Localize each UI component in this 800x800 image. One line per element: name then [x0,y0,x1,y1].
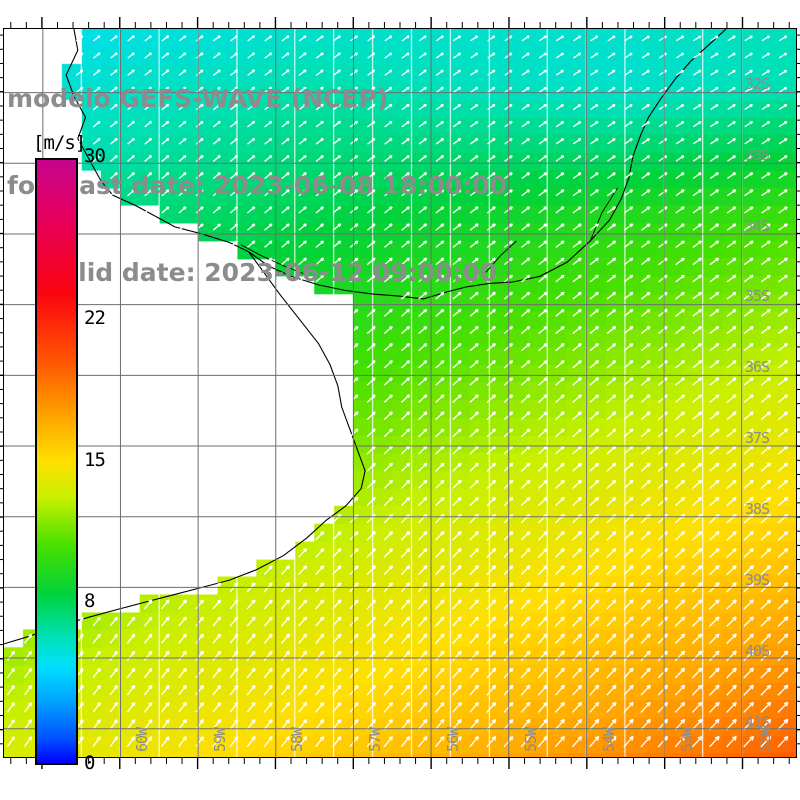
lat-label-38s: 38S [745,500,770,519]
colorbar-units-label: [m/s] [33,132,86,154]
lat-label-35s: 35S [745,287,770,306]
colorbar-tick-30: 30 [84,145,106,167]
colorbar-tick-22: 22 [84,306,106,329]
lat-label-36s: 36S [745,358,770,377]
lon-label-57w: 57W [366,727,385,752]
lat-label-37s: 37S [745,429,770,448]
colorbar: [m/s] 30 22 15 8 0 [0,0,200,800]
lon-label-59w: 59W [210,727,229,752]
lon-label-52w: 52W [755,727,774,752]
lon-label-54w: 54W [599,727,618,752]
lat-label-40s: 40S [745,641,770,660]
lon-label-53w: 53W [677,727,696,752]
lat-label-39s: 39S [745,570,770,589]
lat-label-32s: 32S [745,74,770,93]
lon-label-56w: 56W [444,727,463,752]
colorbar-tick-15: 15 [84,448,106,471]
lon-label-58w: 58W [288,727,307,752]
lon-label-55w: 55W [521,727,540,752]
colorbar-gradient [35,158,78,765]
lat-label-34s: 34S [745,216,770,235]
lat-label-33s: 33S [745,145,770,164]
colorbar-tick-0: 0 [84,752,95,774]
colorbar-tick-8: 8 [84,590,95,613]
